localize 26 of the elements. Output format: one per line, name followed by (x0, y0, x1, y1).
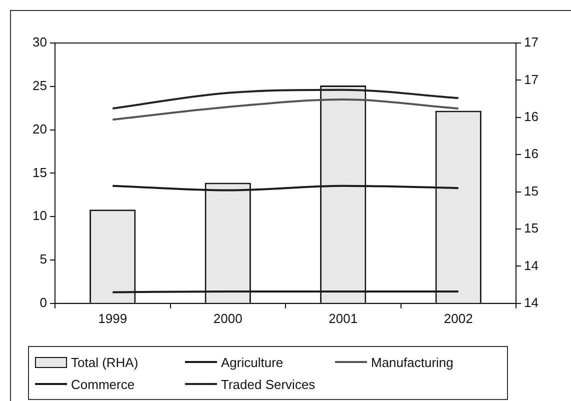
line-series (112, 98, 460, 121)
legend-label: Traded Services (221, 376, 316, 392)
y2-tick-label: 17 (524, 34, 538, 50)
y2-tick-label: 15 (524, 183, 538, 198)
y-tick-label: 30 (32, 34, 47, 50)
y2-tick-label: 16 (524, 108, 538, 124)
y-tick-label: 25 (32, 78, 47, 93)
x-tick-label: 2002 (444, 310, 473, 326)
legend-label: Agriculture (221, 354, 284, 370)
x-tick-label: 2001 (328, 310, 358, 326)
y2-tick-label: 14 (524, 294, 538, 310)
legend-label: Manufacturing (371, 354, 454, 370)
y2-tick-label: 17 (524, 72, 538, 87)
x-tick-label: 2000 (213, 310, 242, 326)
y2-tick-label: 16 (524, 146, 538, 162)
y-tick-label: 5 (40, 252, 47, 267)
y2-tick-label: 15 (524, 220, 538, 236)
legend-label: Total (RHA) (71, 354, 138, 370)
legend-label: Commerce (71, 376, 135, 392)
y-tick-label: 10 (32, 208, 47, 224)
line-series (112, 88, 460, 110)
y-tick-label: 15 (32, 164, 47, 180)
y-tick-label: 20 (32, 121, 47, 136)
y-tick-label: 0 (40, 294, 47, 310)
y2-tick-label: 14 (524, 258, 538, 273)
x-tick-label: 1999 (98, 310, 128, 326)
